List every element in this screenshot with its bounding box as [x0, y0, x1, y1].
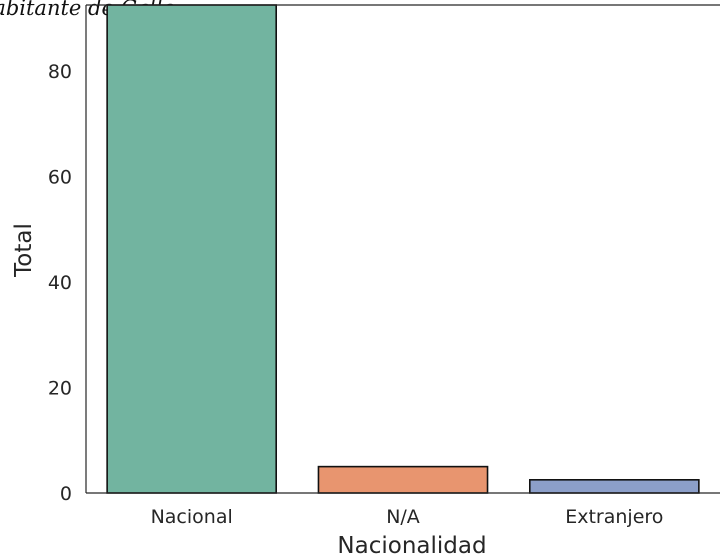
x-tick-label: Nacional [151, 506, 233, 528]
x-tick-label: Extranjero [565, 506, 663, 528]
y-tick-label: 20 [48, 377, 72, 399]
x-axis-label: Nacionalidad [337, 533, 486, 559]
y-tick-label: 60 [48, 166, 72, 188]
bar-n-a [317, 465, 489, 494]
x-tick-label: N/A [386, 506, 420, 528]
plot-area: 0 20 40 60 80 Nacional N/A Extranjero [48, 4, 720, 528]
bar-extranjero [528, 479, 700, 494]
bar-nacional [106, 4, 277, 494]
y-axis-label: Total [11, 223, 37, 278]
y-tick-label: 0 [60, 483, 72, 505]
y-tick-label: 80 [48, 61, 72, 83]
y-tick-label: 40 [48, 272, 72, 294]
